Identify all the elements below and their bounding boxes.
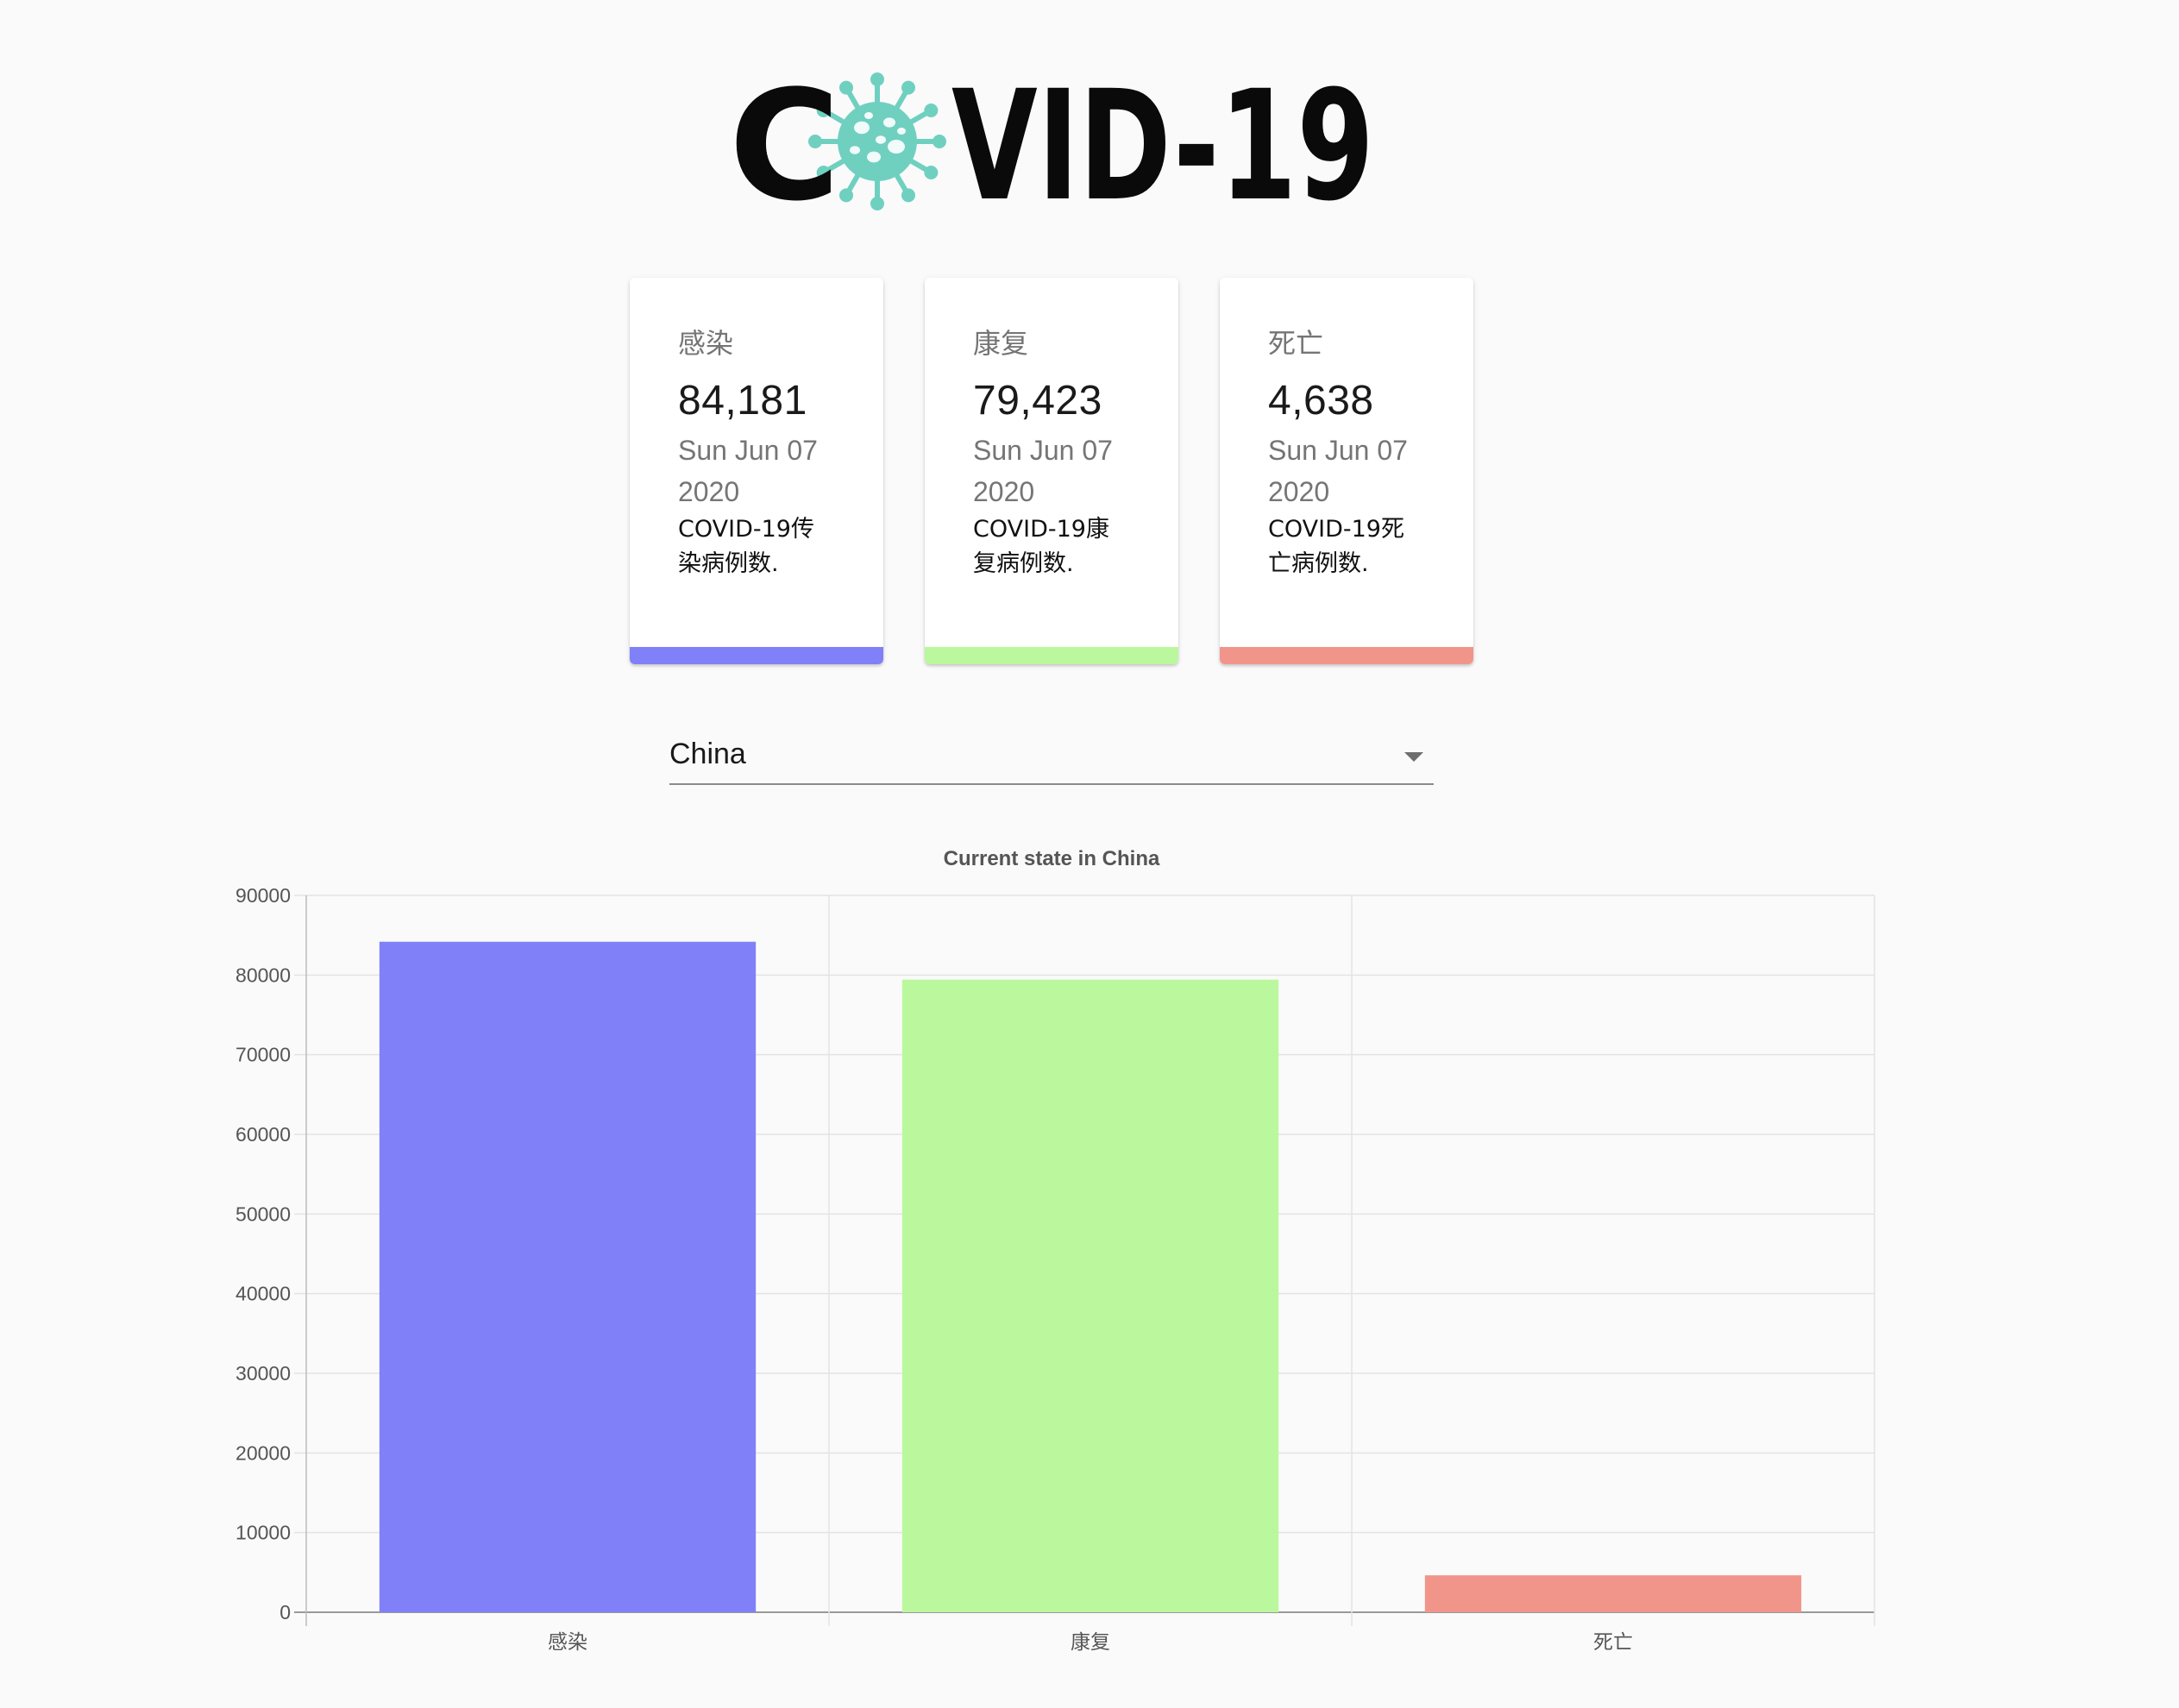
card-description: COVID-19传染病例数. (678, 516, 814, 577)
y-tick-label: 90000 (235, 884, 291, 907)
card-title: 感染 (678, 327, 734, 360)
deaths-card: 死亡 4,638 Sun Jun 07 2020 COVID-19死亡病例数. (1220, 278, 1473, 664)
bar-2 (901, 979, 1279, 1612)
card-color-bar (630, 647, 883, 664)
x-tick-label: 感染 (548, 1631, 587, 1654)
y-tick-label: 30000 (235, 1362, 291, 1385)
virus-spot (854, 121, 870, 135)
virus-spot (888, 140, 905, 154)
card-title: 康复 (973, 327, 1029, 360)
y-tick-label: 20000 (235, 1441, 291, 1464)
card-color-bar (925, 647, 1178, 664)
virus-spike-tip (901, 80, 915, 95)
y-tick-label: 80000 (235, 964, 291, 986)
virus-spike (893, 170, 909, 195)
bar-chart: Current state in China 0 10000 20000 30000 4… (0, 828, 2179, 1691)
chart-axes: 0 10000 20000 30000 40000 50000 60000 70000 8000… (235, 884, 1633, 1654)
y-tick-label: 10000 (235, 1522, 291, 1544)
virus-spot (883, 117, 895, 128)
infected-card: 感染 84,181 Sun Jun 07 2020 COVID-19传染病例数. (630, 278, 883, 664)
card-color-bar (1220, 647, 1473, 664)
virus-spike (845, 88, 862, 113)
logo-text: C VID-19 (729, 67, 1374, 223)
covid-logo-graphic: C VID-19 (729, 67, 1374, 223)
bar-1 (379, 941, 757, 1612)
virus-spike (906, 157, 931, 173)
virus-spike-tip (870, 72, 884, 86)
chart-bars (379, 941, 1802, 1612)
card-description: COVID-19死亡病例数. (1268, 516, 1404, 577)
x-tick-label: 死亡 (1593, 1631, 1633, 1654)
virus-spot (876, 135, 886, 144)
virus-spike-tip (839, 188, 853, 203)
card-date: Sun Jun 07 2020 (1268, 435, 1408, 507)
virus-spike (906, 110, 931, 126)
virus-spot (850, 146, 860, 154)
virus-spike (893, 88, 909, 113)
card-date: Sun Jun 07 2020 (973, 435, 1113, 507)
coronavirus-icon (808, 72, 946, 210)
virus-spike (824, 157, 849, 173)
card-title: 死亡 (1268, 327, 1324, 360)
virus-spike-tip (816, 166, 831, 179)
y-tick-label: 0 (279, 1601, 291, 1623)
card-value: 84,181 (678, 378, 807, 424)
y-tick-label: 50000 (235, 1203, 291, 1225)
bar-chart-svg: Current state in China 0 10000 20000 30000 4… (235, 847, 1875, 1654)
card-value: 4,638 (1268, 378, 1374, 424)
virus-spike-tip (924, 166, 939, 179)
country-select-value: China (669, 738, 746, 770)
virus-spike-tip (924, 104, 939, 117)
y-tick-label: 40000 (235, 1283, 291, 1305)
card-value: 79,423 (973, 378, 1102, 424)
dropdown-caret-icon[interactable] (1404, 752, 1423, 762)
virus-spike (824, 110, 849, 126)
country-select[interactable]: China (669, 732, 1434, 785)
virus-spike-tip (933, 135, 946, 148)
virus-spike-tip (839, 80, 853, 95)
virus-spot (897, 128, 906, 135)
bar-3 (1424, 1575, 1802, 1612)
virus-spike-tip (816, 104, 831, 117)
covid-logo: C VID-19 (729, 67, 1376, 223)
virus-spike-tip (901, 188, 915, 203)
card-description: COVID-19康复病例数. (973, 516, 1109, 577)
y-tick-label: 60000 (235, 1123, 291, 1146)
virus-spike-tip (808, 135, 822, 148)
recovered-card: 康复 79,423 Sun Jun 07 2020 COVID-19康复病例数. (925, 278, 1178, 664)
virus-spike (845, 170, 862, 195)
card-date: Sun Jun 07 2020 (678, 435, 818, 507)
chart-title: Current state in China (944, 847, 1160, 870)
virus-spot (867, 151, 881, 163)
x-tick-label: 康复 (1071, 1631, 1110, 1654)
virus-spot (864, 112, 873, 119)
y-tick-label: 70000 (235, 1044, 291, 1066)
virus-spike-tip (870, 197, 884, 210)
